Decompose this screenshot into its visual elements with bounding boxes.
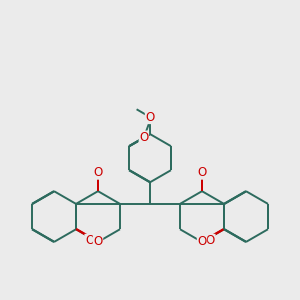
Text: O: O: [139, 131, 148, 144]
Text: O: O: [93, 166, 103, 179]
Text: O: O: [206, 234, 215, 248]
Text: O: O: [85, 234, 94, 248]
Text: O: O: [93, 236, 103, 248]
Text: O: O: [197, 236, 207, 248]
Text: O: O: [146, 110, 154, 124]
Text: O: O: [197, 166, 207, 179]
